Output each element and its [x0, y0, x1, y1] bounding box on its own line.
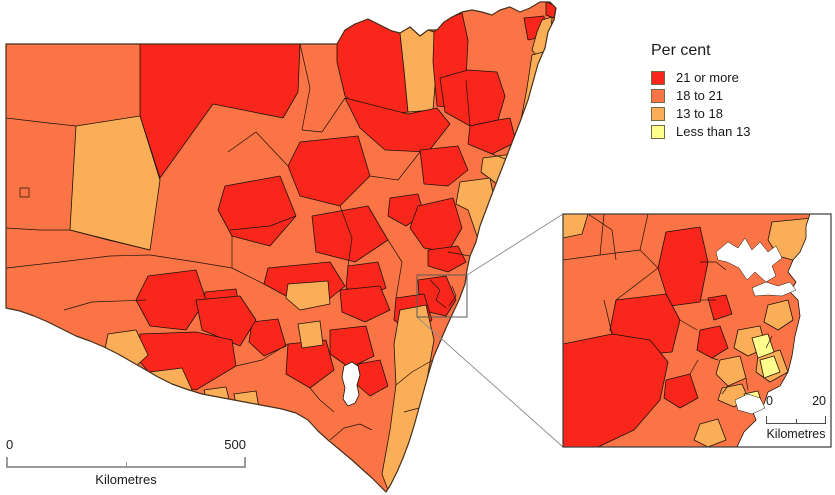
- inset-leader-line: [466, 213, 564, 276]
- legend-label: Less than 13: [676, 124, 751, 139]
- inset-frame: [562, 213, 832, 448]
- legend-swatch-c13: [651, 107, 665, 121]
- legend-item-c21: 21 or more: [651, 71, 750, 85]
- legend-label: 21 or more: [676, 70, 739, 85]
- main-scalebar-bar: [6, 457, 246, 468]
- sydney-extent-box: [416, 274, 468, 318]
- legend-label: 18 to 21: [676, 88, 723, 103]
- main-map-regions: [6, 2, 556, 492]
- inset-scalebar-unit: Kilometres: [766, 427, 826, 441]
- inset-waterway: [751, 281, 797, 297]
- inset-scalebar-labels: 0 20: [766, 394, 826, 408]
- legend-swatch-clt13: [651, 125, 665, 139]
- act-excluded-area: [341, 361, 361, 407]
- legend-item-c18: 18 to 21: [651, 89, 750, 103]
- inset-waterway: [734, 393, 766, 415]
- inset-scalebar-start: 0: [766, 394, 773, 408]
- main-scalebar-end: 500: [224, 437, 246, 452]
- legend-items: 21 or more 18 to 21 13 to 18 Less than 13: [651, 71, 750, 139]
- inset-scalebar-end: 20: [812, 394, 826, 408]
- legend-label: 13 to 18: [676, 106, 723, 121]
- main-scalebar-start: 0: [6, 437, 14, 452]
- legend-item-c13: 13 to 18: [651, 107, 750, 121]
- inset-map-regions: [563, 214, 831, 447]
- inset-leader-line: [416, 316, 564, 448]
- legend-swatch-c18: [651, 89, 665, 103]
- inset-waterway: [715, 237, 783, 283]
- state-outline: [5, 1, 557, 493]
- main-scalebar: 0 500 Kilometres: [6, 437, 246, 487]
- legend-swatch-c21: [651, 71, 665, 85]
- main-scalebar-labels: 0 500: [6, 437, 246, 452]
- inset-ocean: [736, 214, 831, 447]
- legend: Per cent 21 or more 18 to 21 13 to 18 Less …: [651, 42, 750, 143]
- legend-title: Per cent: [651, 42, 711, 59]
- main-scalebar-unit: Kilometres: [95, 472, 157, 487]
- inset-scalebar-bar: [766, 413, 826, 424]
- inset-scalebar: 0 20 Kilometres: [766, 394, 826, 441]
- legend-item-clt13: Less than 13: [651, 125, 750, 139]
